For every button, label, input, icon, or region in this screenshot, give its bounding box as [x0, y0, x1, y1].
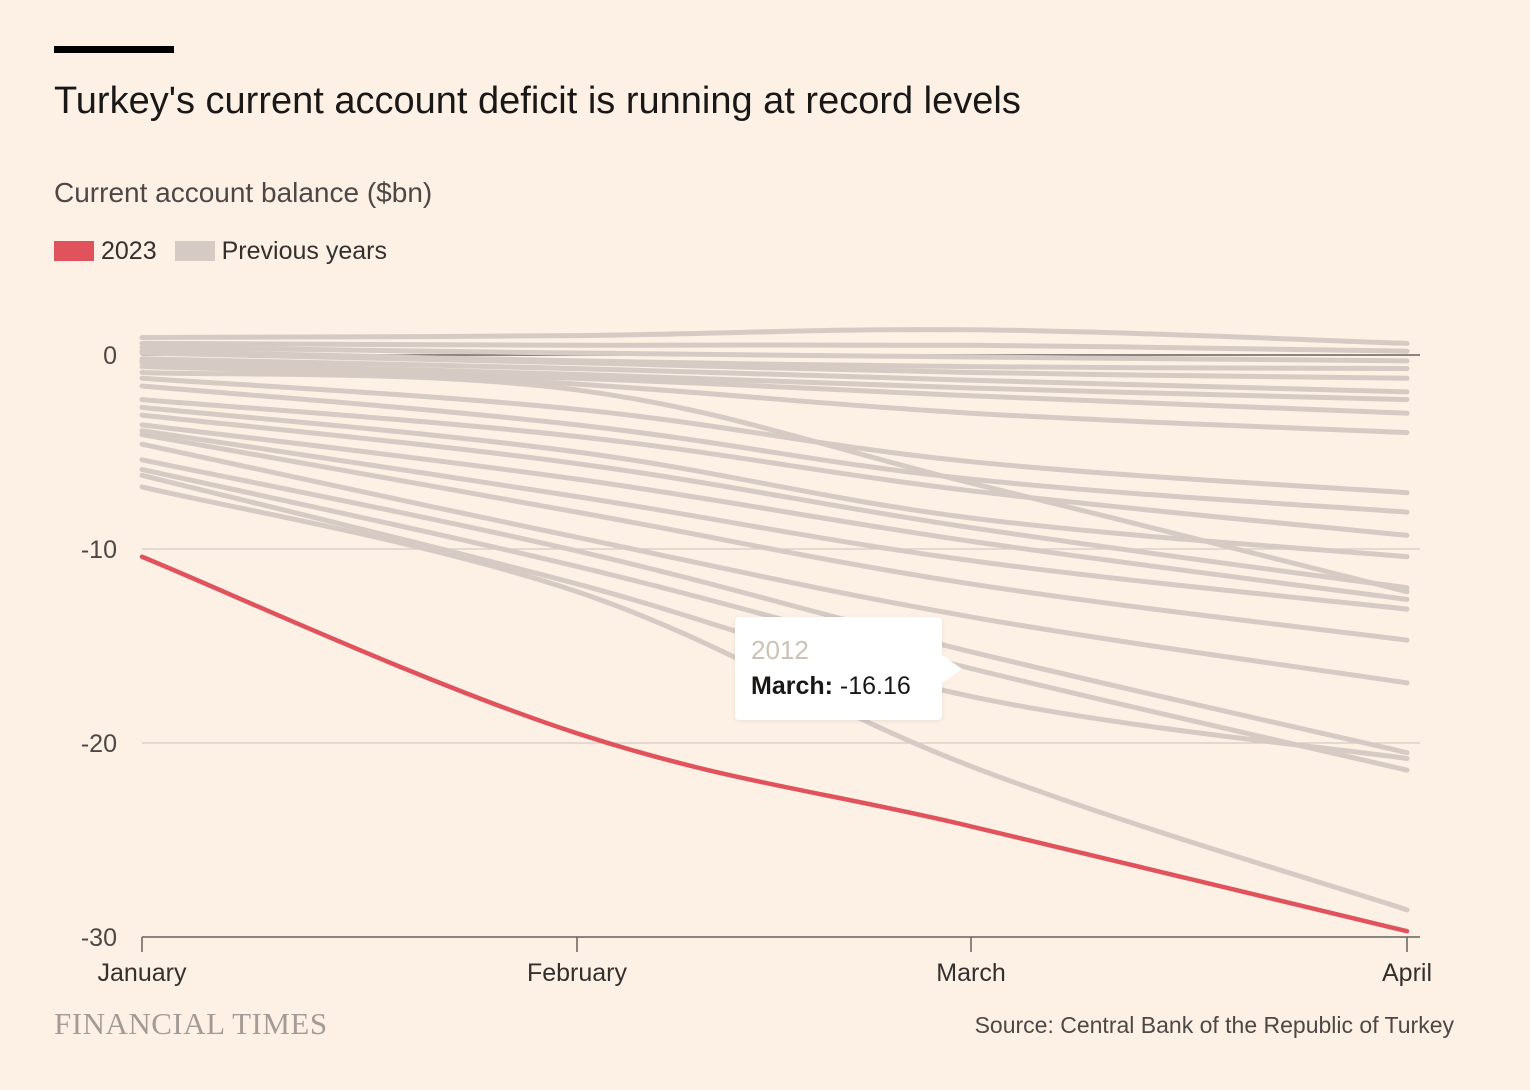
tooltip-arrow: [942, 655, 962, 683]
y-tick-label: -30: [81, 924, 117, 952]
legend-item-previous-years[interactable]: Previous years: [174, 236, 387, 266]
series-line-previous-year: [139, 432, 1410, 643]
legend-item-2023[interactable]: 2023: [54, 237, 157, 266]
series-line-previous-year: [139, 358, 1410, 436]
series-line-previous-year: [139, 375, 1410, 496]
tooltip: 2012 March: -16.16: [735, 617, 962, 720]
x-tick-label: April: [1382, 959, 1432, 987]
series-line-previous-year: [139, 397, 1410, 538]
tooltip-series: 2012: [751, 635, 809, 665]
legend-swatch-2023: [54, 241, 94, 261]
legend: 2023 Previous years: [54, 234, 405, 268]
series-line-previous-year: [139, 356, 1410, 395]
legend-label-2023: 2023: [101, 236, 157, 265]
tooltip-value: -16.16: [839, 672, 911, 700]
legend-label-previous-years: Previous years: [221, 236, 387, 265]
x-tick-label: February: [527, 959, 628, 987]
series-line-previous-year: [139, 404, 1410, 560]
series-line-previous-year: [139, 457, 1410, 756]
legend-swatch-previous-years: [174, 241, 215, 261]
series-line-previous-year: [139, 340, 1410, 354]
chart-subtitle: Current account balance ($bn): [54, 177, 433, 208]
series-line-previous-year: [139, 383, 1410, 515]
series-line-2023: [139, 554, 1410, 934]
source-note: Source: Central Bank of the Republic of …: [974, 1012, 1454, 1038]
y-tick-label: 0: [103, 342, 117, 370]
x-tick-label: March: [936, 959, 1005, 987]
x-tick-label: January: [98, 959, 187, 987]
tooltip-month: March:: [751, 672, 833, 700]
series-line-previous-year: [139, 327, 1410, 346]
series-line-previous-year: [139, 412, 1410, 591]
y-tick-label: -10: [81, 536, 117, 564]
series-line-previous-year: [139, 428, 1410, 612]
series-line-previous-year: [139, 360, 1410, 403]
series-line-previous-year: [139, 350, 1410, 381]
y-tick-label: -20: [81, 730, 117, 758]
chart-title: Turkey's current account deficit is runn…: [54, 80, 1021, 122]
ft-logo: FINANCIAL TIMES: [54, 1006, 328, 1041]
top-rule: [54, 46, 174, 53]
tooltip-reading: March: -16.16: [751, 672, 911, 701]
series-line-previous-year: [139, 422, 1410, 602]
series-line-previous-year: [139, 369, 1410, 595]
series-line-previous-year: [139, 441, 1410, 686]
series-line-previous-year: [139, 344, 1410, 364]
